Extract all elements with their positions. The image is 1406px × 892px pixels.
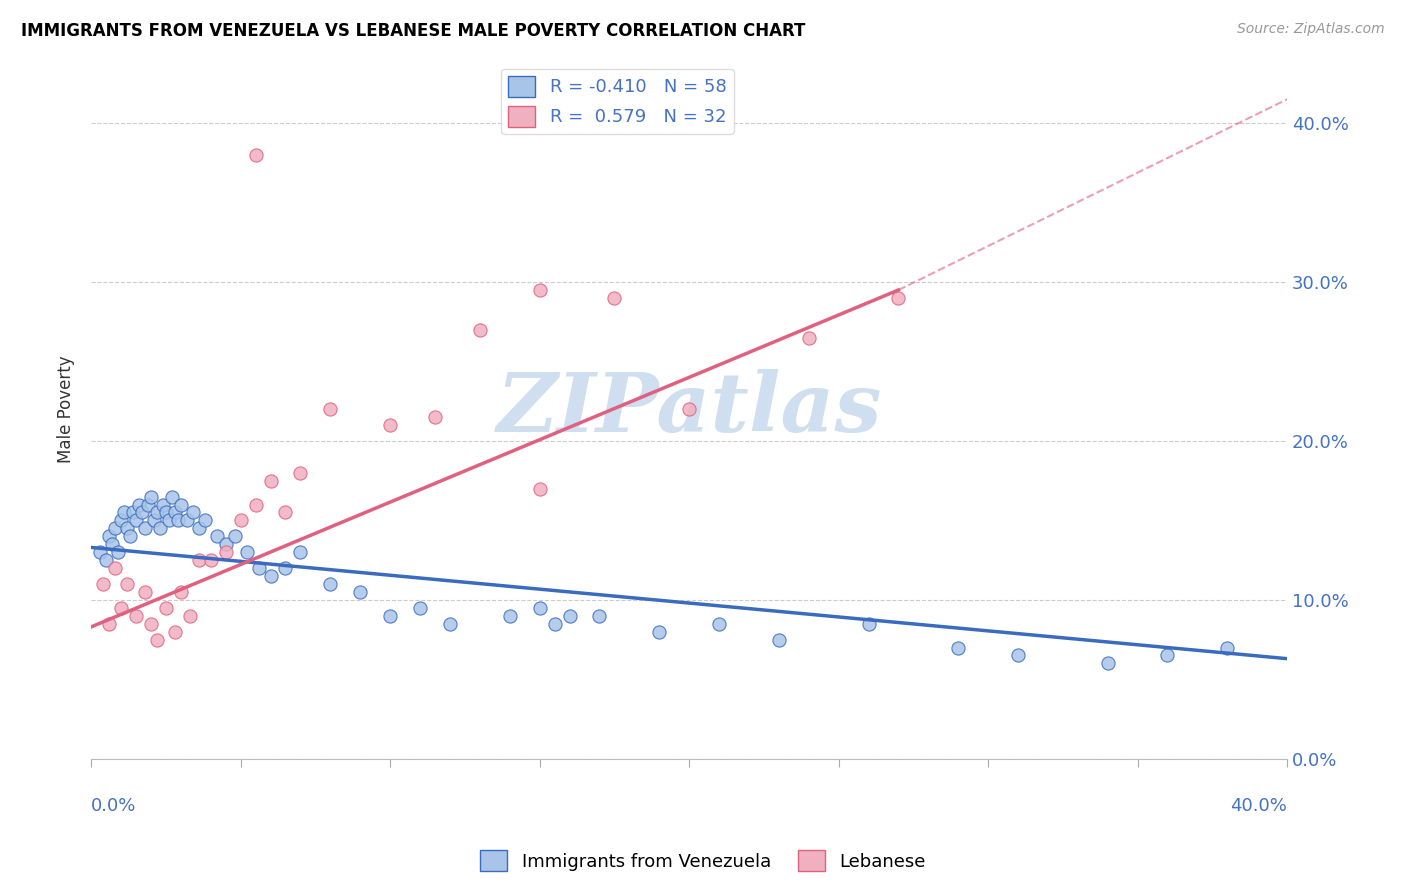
Text: ZIPatlas: ZIPatlas	[496, 369, 882, 450]
Point	[94, 553, 117, 567]
Point	[558, 608, 581, 623]
Point	[152, 498, 174, 512]
Point	[194, 513, 217, 527]
Point	[409, 600, 432, 615]
Point	[157, 513, 180, 527]
Point	[149, 521, 172, 535]
Point	[107, 545, 129, 559]
Point	[259, 474, 281, 488]
Point	[98, 616, 121, 631]
Point	[529, 283, 551, 297]
Point	[163, 506, 186, 520]
Point	[104, 561, 127, 575]
Point	[128, 498, 150, 512]
Point	[115, 521, 138, 535]
Point	[768, 632, 790, 647]
Point	[131, 506, 153, 520]
Point	[274, 561, 297, 575]
Point	[170, 585, 193, 599]
Point	[187, 553, 209, 567]
Point	[529, 482, 551, 496]
Point	[1007, 648, 1029, 663]
Y-axis label: Male Poverty: Male Poverty	[58, 355, 75, 463]
Point	[229, 513, 252, 527]
Point	[179, 608, 201, 623]
Point	[319, 577, 342, 591]
Point	[858, 616, 880, 631]
Point	[245, 148, 267, 162]
Point	[101, 537, 124, 551]
Point	[125, 608, 148, 623]
Point	[170, 498, 193, 512]
Point	[187, 521, 209, 535]
Point	[89, 545, 111, 559]
Point	[215, 537, 238, 551]
Point	[163, 624, 186, 639]
Legend: Immigrants from Venezuela, Lebanese: Immigrants from Venezuela, Lebanese	[472, 843, 934, 879]
Point	[439, 616, 461, 631]
Point	[948, 640, 970, 655]
Point	[529, 600, 551, 615]
Point	[319, 402, 342, 417]
Point	[200, 553, 222, 567]
Point	[423, 410, 446, 425]
Point	[122, 506, 145, 520]
Point	[603, 291, 626, 305]
Point	[118, 529, 141, 543]
Point	[1097, 657, 1119, 671]
Point	[499, 608, 522, 623]
Point	[887, 291, 910, 305]
Point	[378, 608, 401, 623]
Point	[176, 513, 198, 527]
Point	[146, 632, 169, 647]
Point	[245, 498, 267, 512]
Point	[259, 569, 281, 583]
Point	[155, 506, 177, 520]
Point	[378, 418, 401, 433]
Point	[136, 498, 159, 512]
Point	[1156, 648, 1178, 663]
Point	[104, 521, 127, 535]
Point	[125, 513, 148, 527]
Point	[235, 545, 257, 559]
Point	[1216, 640, 1239, 655]
Point	[707, 616, 730, 631]
Point	[274, 506, 297, 520]
Point	[797, 331, 820, 345]
Point	[247, 561, 270, 575]
Point	[110, 600, 132, 615]
Point	[115, 577, 138, 591]
Point	[155, 600, 177, 615]
Legend: R = -0.410   N = 58, R =  0.579   N = 32: R = -0.410 N = 58, R = 0.579 N = 32	[501, 69, 734, 134]
Point	[166, 513, 188, 527]
Point	[224, 529, 246, 543]
Point	[142, 513, 165, 527]
Point	[98, 529, 121, 543]
Point	[134, 521, 156, 535]
Text: Source: ZipAtlas.com: Source: ZipAtlas.com	[1237, 22, 1385, 37]
Point	[181, 506, 204, 520]
Point	[205, 529, 228, 543]
Text: 40.0%: 40.0%	[1230, 797, 1286, 815]
Point	[290, 545, 312, 559]
Point	[139, 616, 162, 631]
Point	[588, 608, 610, 623]
Point	[349, 585, 371, 599]
Point	[139, 490, 162, 504]
Point	[648, 624, 671, 639]
Point	[290, 466, 312, 480]
Point	[160, 490, 183, 504]
Point	[91, 577, 114, 591]
Point	[678, 402, 700, 417]
Text: IMMIGRANTS FROM VENEZUELA VS LEBANESE MALE POVERTY CORRELATION CHART: IMMIGRANTS FROM VENEZUELA VS LEBANESE MA…	[21, 22, 806, 40]
Point	[112, 506, 135, 520]
Point	[146, 506, 169, 520]
Point	[215, 545, 238, 559]
Text: 0.0%: 0.0%	[91, 797, 136, 815]
Point	[110, 513, 132, 527]
Point	[134, 585, 156, 599]
Point	[468, 323, 491, 337]
Point	[543, 616, 565, 631]
